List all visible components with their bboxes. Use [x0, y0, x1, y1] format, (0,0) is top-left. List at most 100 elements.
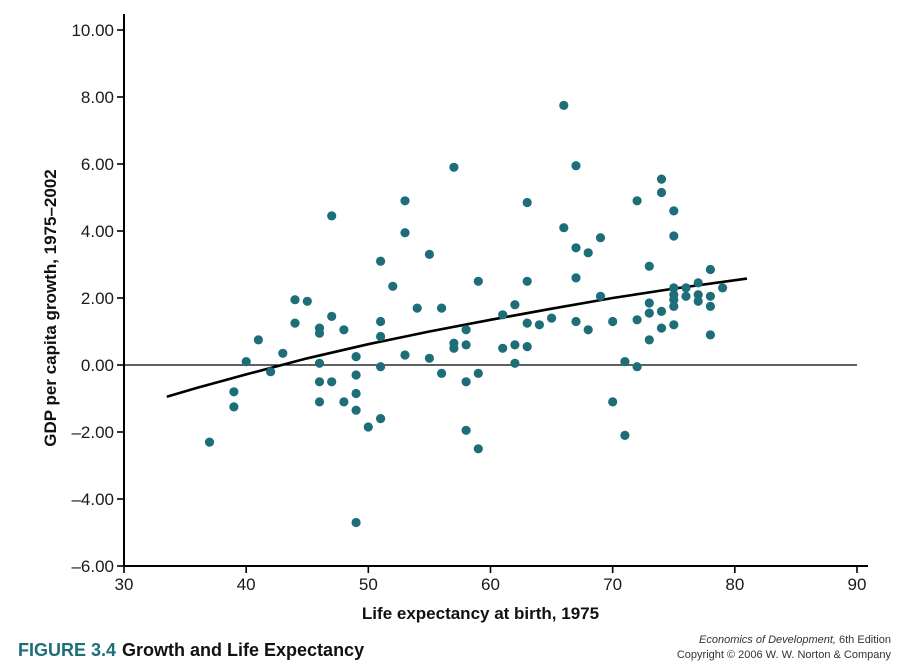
data-point: [608, 316, 618, 327]
data-point: [314, 358, 325, 368]
x-tick-label: 90: [848, 575, 867, 594]
data-point: [669, 206, 679, 216]
data-point: [632, 196, 642, 206]
data-point: [644, 308, 654, 318]
data-point: [669, 301, 679, 311]
data-point: [522, 318, 532, 328]
data-point: [449, 343, 459, 353]
data-point: [241, 357, 251, 367]
data-point: [351, 388, 361, 399]
data-point: [351, 352, 361, 362]
data-point: [376, 256, 386, 266]
data-point: [412, 303, 422, 313]
x-tick-label: 60: [481, 575, 500, 594]
data-point: [705, 264, 716, 275]
data-point: [656, 306, 667, 316]
data-point: [302, 296, 312, 306]
data-point: [498, 343, 508, 353]
data-point: [327, 311, 337, 321]
data-point: [571, 243, 581, 253]
data-point: [449, 162, 459, 172]
data-point: [461, 340, 471, 350]
data-point: [681, 283, 691, 293]
data-point: [461, 377, 471, 387]
figure-caption: FIGURE 3.4 Growth and Life Expectancy: [18, 640, 364, 661]
data-point: [376, 362, 386, 372]
x-tick-label: 70: [603, 575, 622, 594]
data-point: [620, 357, 630, 367]
data-point: [705, 301, 716, 311]
credit-edition: 6th Edition: [835, 634, 891, 646]
data-point: [437, 368, 447, 378]
y-tick-label: –4.00: [71, 490, 114, 509]
y-axis-title: GDP per capita growth, 1975–2002: [41, 169, 60, 446]
x-tick-label: 40: [237, 575, 256, 594]
data-point: [229, 402, 239, 412]
data-point: [424, 353, 434, 363]
data-point: [547, 313, 557, 323]
data-point: [351, 405, 361, 415]
data-point: [351, 370, 361, 380]
figure-title: Growth and Life Expectancy: [122, 640, 365, 660]
data-point: [339, 397, 349, 407]
x-axis-title: Life expectancy at birth, 1975: [362, 604, 599, 623]
data-point: [437, 303, 447, 313]
y-tick-label: 4.00: [81, 222, 114, 241]
data-points: [204, 100, 728, 528]
data-point: [400, 350, 410, 360]
data-point: [608, 397, 618, 407]
data-point: [571, 316, 581, 327]
data-point: [376, 414, 386, 424]
data-point: [718, 283, 728, 293]
data-point: [327, 377, 337, 387]
y-tick-label: –2.00: [71, 423, 114, 442]
data-point: [644, 335, 654, 345]
data-point: [693, 296, 703, 306]
data-point: [314, 328, 325, 338]
x-tick-label: 80: [725, 575, 744, 594]
data-point: [620, 430, 630, 440]
data-point: [571, 273, 581, 283]
data-point: [595, 233, 606, 243]
data-point: [400, 196, 410, 206]
data-point: [656, 187, 667, 198]
data-point: [669, 320, 679, 330]
y-tick-label: –6.00: [71, 557, 114, 576]
data-point: [327, 211, 337, 221]
data-point: [583, 325, 593, 335]
data-point: [314, 397, 325, 407]
y-tick-label: 0.00: [81, 356, 114, 375]
data-point: [314, 377, 325, 387]
y-tick-label: 10.00: [71, 21, 114, 40]
data-point: [644, 298, 654, 308]
data-point: [473, 276, 483, 286]
data-point: [705, 291, 716, 301]
figure-label: FIGURE 3.4: [18, 640, 117, 660]
data-point: [266, 367, 276, 377]
data-point: [559, 223, 569, 233]
data-point: [534, 320, 545, 330]
data-point: [571, 161, 581, 171]
x-axis-ticks: 30 40 50 60 70 80 90: [115, 566, 867, 594]
data-point: [473, 444, 483, 454]
data-point: [253, 335, 263, 345]
data-point: [669, 295, 679, 305]
data-point: [559, 100, 569, 110]
data-point: [229, 387, 239, 397]
data-point: [461, 425, 471, 435]
credit-block: Economics of Development, 6th Edition Co…: [677, 633, 891, 663]
data-point: [461, 325, 471, 335]
credit-book-line: Economics of Development, 6th Edition: [677, 633, 891, 648]
data-point: [510, 340, 520, 350]
data-point: [522, 342, 532, 352]
data-point: [290, 318, 300, 328]
data-point: [204, 437, 215, 447]
credit-copyright: Copyright © 2006 W. W. Norton & Company: [676, 649, 891, 661]
data-point: [705, 330, 716, 340]
data-point: [290, 295, 300, 305]
data-point: [656, 323, 667, 333]
x-tick-label: 50: [359, 575, 378, 594]
data-point: [669, 283, 679, 293]
data-point: [400, 228, 410, 238]
fit-curve: [166, 277, 748, 399]
